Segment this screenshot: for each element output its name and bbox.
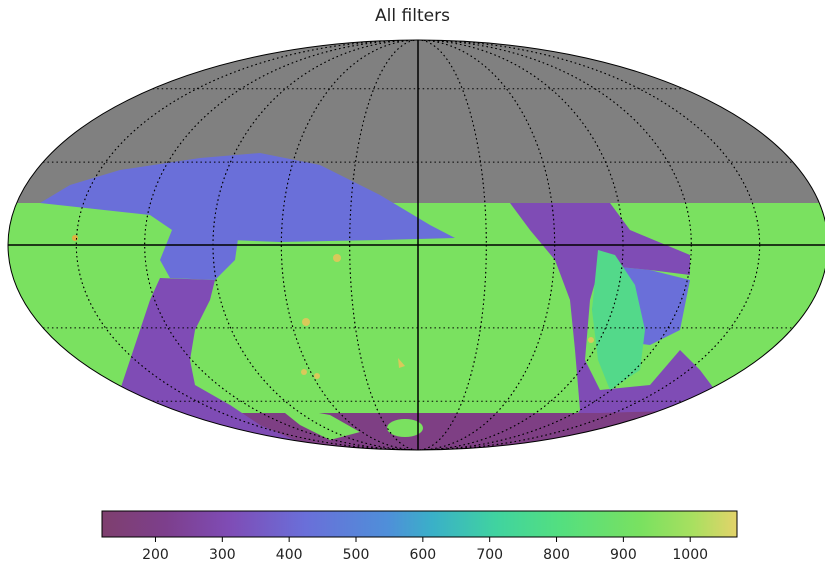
region-northern-strip bbox=[40, 153, 455, 242]
colorbar-tick-label: 700 bbox=[476, 547, 503, 563]
colorbar-tick-label: 800 bbox=[543, 547, 570, 563]
chart-title: All filters bbox=[375, 6, 450, 26]
colorbar-tick-label: 200 bbox=[142, 547, 169, 563]
map-outline bbox=[7, 39, 825, 451]
deep-field bbox=[398, 358, 405, 368]
colorbar-gradient bbox=[101, 510, 738, 538]
colorbar-tick-label: 1000 bbox=[672, 547, 708, 563]
colorbar-tick-label: 600 bbox=[409, 547, 436, 563]
region-south-green-blob bbox=[387, 419, 423, 437]
region-galactic-east bbox=[510, 203, 715, 440]
deep-field bbox=[588, 337, 594, 343]
deep-field bbox=[333, 254, 341, 262]
colorbar-ticks: 200 300 400 500 600 700 800 900 1000 bbox=[142, 537, 708, 563]
colorbar-tick-label: 300 bbox=[209, 547, 236, 563]
deep-field bbox=[301, 369, 307, 375]
colorbar-tick-label: 900 bbox=[610, 547, 637, 563]
deep-field bbox=[314, 373, 320, 379]
region-south-green bbox=[275, 405, 360, 440]
region-teal-patch bbox=[592, 250, 645, 390]
deep-field bbox=[72, 235, 78, 241]
colorbar-tick-label: 500 bbox=[343, 547, 370, 563]
colorbar-tick-label: 400 bbox=[276, 547, 303, 563]
deep-field bbox=[302, 318, 310, 326]
sky-map bbox=[7, 39, 825, 451]
region-northern-strip-west bbox=[160, 203, 240, 280]
